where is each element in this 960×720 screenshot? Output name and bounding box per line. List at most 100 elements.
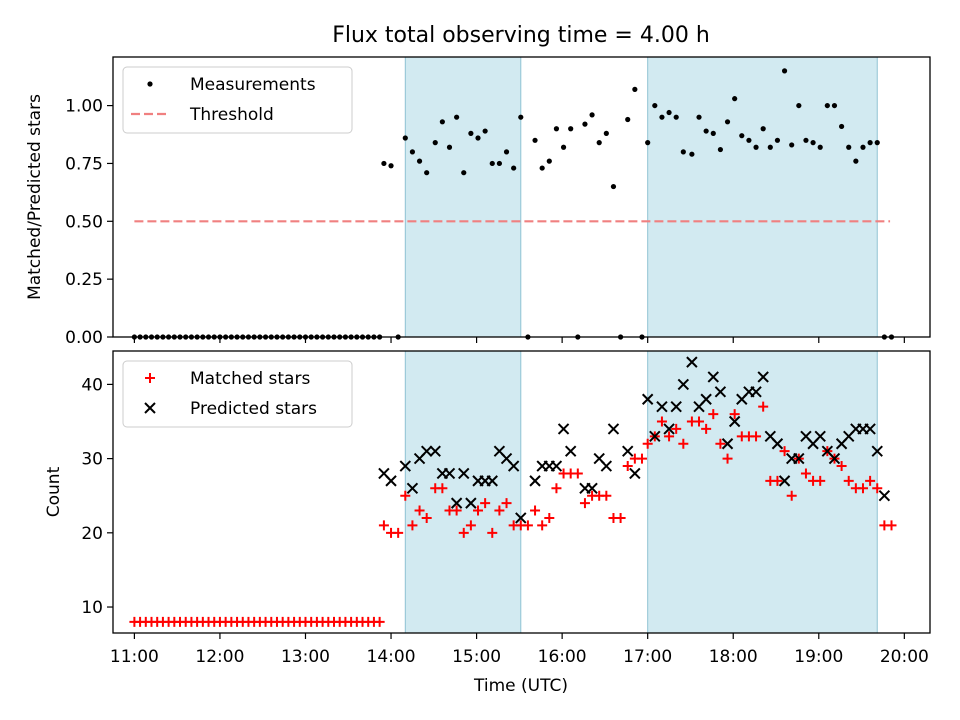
matched-star-point xyxy=(374,616,385,627)
count-observing-window xyxy=(404,350,522,634)
matched-star-point xyxy=(400,490,411,501)
matched-star-point xyxy=(393,527,404,538)
predicted-star-point xyxy=(878,490,891,502)
matched-star-point xyxy=(786,490,797,501)
x-tick-label: 15:00 xyxy=(452,647,501,667)
measurement-point xyxy=(475,135,481,141)
measurement-point xyxy=(454,114,460,120)
ratio-y-tick-label: 0.00 xyxy=(65,328,103,348)
measurement-point xyxy=(753,144,759,150)
measurement-point xyxy=(589,112,595,118)
measurement-point xyxy=(518,114,524,120)
matched-star-point xyxy=(378,520,389,531)
measurement-point xyxy=(803,137,809,143)
matched-star-point xyxy=(671,423,682,434)
x-tick-label: 11:00 xyxy=(110,647,159,667)
legend-label: Measurements xyxy=(190,75,316,95)
matched-star-point xyxy=(407,520,418,531)
matched-star-point xyxy=(772,475,783,486)
matched-star-point xyxy=(722,453,733,464)
chart-title: Flux total observing time = 4.00 h xyxy=(332,23,710,48)
measurement-point xyxy=(724,119,731,125)
predicted-star-point xyxy=(550,460,563,472)
measurement-point xyxy=(625,116,631,123)
measurement-point xyxy=(381,160,387,167)
count-y-tick-label: 40 xyxy=(81,375,103,395)
predicted-star-point xyxy=(557,423,570,435)
measurement-point xyxy=(402,135,408,141)
count-observing-window xyxy=(647,350,878,634)
measurement-point xyxy=(710,130,716,136)
legend-label: Matched stars xyxy=(190,369,310,389)
matched-star-point xyxy=(551,483,562,494)
matched-star-point xyxy=(865,475,876,486)
measurement-point xyxy=(817,144,823,150)
predicted-star-point xyxy=(429,445,441,457)
matched-star-point xyxy=(572,468,583,479)
measurement-point xyxy=(666,109,672,116)
predicted-star-point xyxy=(757,371,769,383)
count-y-tick-label: 20 xyxy=(81,524,103,544)
measurement-point xyxy=(489,160,495,167)
ratio-y-tick-label: 0.25 xyxy=(65,270,103,290)
matched-star-point xyxy=(678,438,689,449)
matched-star-point xyxy=(715,438,726,449)
measurement-point xyxy=(703,128,709,134)
measurement-point xyxy=(767,144,773,150)
predicted-star-point xyxy=(641,393,654,405)
ratio-legend-box xyxy=(122,66,353,134)
x-tick-label: 12:00 xyxy=(195,647,244,667)
predicted-star-point xyxy=(663,423,675,435)
matched-star-point xyxy=(843,475,854,486)
count-panel: 10 20 30 40 11:00 12:00 13:00 14:00 15:00 16:00 17… xyxy=(81,350,931,667)
matched-star-point xyxy=(421,512,432,523)
measurement-point xyxy=(388,163,394,169)
measurement-point xyxy=(416,158,423,164)
measurement-point xyxy=(867,140,873,146)
predicted-star-point xyxy=(707,371,719,383)
matched-star-point xyxy=(465,520,476,531)
legend-measurement-marker xyxy=(147,81,153,87)
x-axis-label: Time (UTC) xyxy=(473,676,568,696)
measurement-point xyxy=(568,126,574,132)
matched-star-point xyxy=(836,461,847,472)
measurement-point xyxy=(511,165,517,171)
ratio-panel: 0.00 0.25 0.50 0.75 1.00 Measurements Threshol… xyxy=(65,56,931,348)
predicted-star-point xyxy=(586,482,598,494)
predicted-star-point xyxy=(529,475,541,487)
legend-label: Predicted stars xyxy=(190,399,317,419)
matched-star-point xyxy=(522,520,533,531)
matched-star-point xyxy=(480,498,491,509)
matched-star-point xyxy=(544,512,555,523)
measurement-point xyxy=(496,160,502,167)
measurement-point xyxy=(659,114,665,120)
ratio-observing-window xyxy=(404,56,522,338)
measurement-point xyxy=(610,183,617,190)
x-tick-label: 19:00 xyxy=(794,647,843,667)
count-y-tick-label: 10 xyxy=(81,598,103,618)
predicted-star-point xyxy=(564,445,577,457)
predicted-star-point xyxy=(656,400,668,413)
ratio-legend: Measurements Threshold xyxy=(122,66,353,134)
measurement-point xyxy=(789,142,795,148)
matched-star-point xyxy=(530,505,541,516)
measurement-point xyxy=(846,144,852,150)
measurement-point xyxy=(831,102,838,109)
predicted-star-point xyxy=(515,512,527,524)
ratio-observing-window xyxy=(647,56,878,338)
measurement-point xyxy=(424,170,430,176)
count-y-axis-label: Count xyxy=(44,466,64,517)
predicted-star-point xyxy=(771,438,784,450)
predicted-star-point xyxy=(670,400,682,413)
predicted-star-point xyxy=(385,475,397,487)
measurement-point xyxy=(439,119,445,125)
matched-star-point xyxy=(642,438,653,449)
matched-star-point xyxy=(451,505,462,516)
matched-star-point xyxy=(857,483,868,494)
measurement-point xyxy=(746,137,752,143)
predicted-star-point xyxy=(607,423,620,435)
measurement-point xyxy=(860,144,866,150)
matched-star-point xyxy=(815,475,826,486)
matched-star-point xyxy=(751,431,762,442)
count-legend: Matched stars Predicted stars xyxy=(122,360,353,428)
